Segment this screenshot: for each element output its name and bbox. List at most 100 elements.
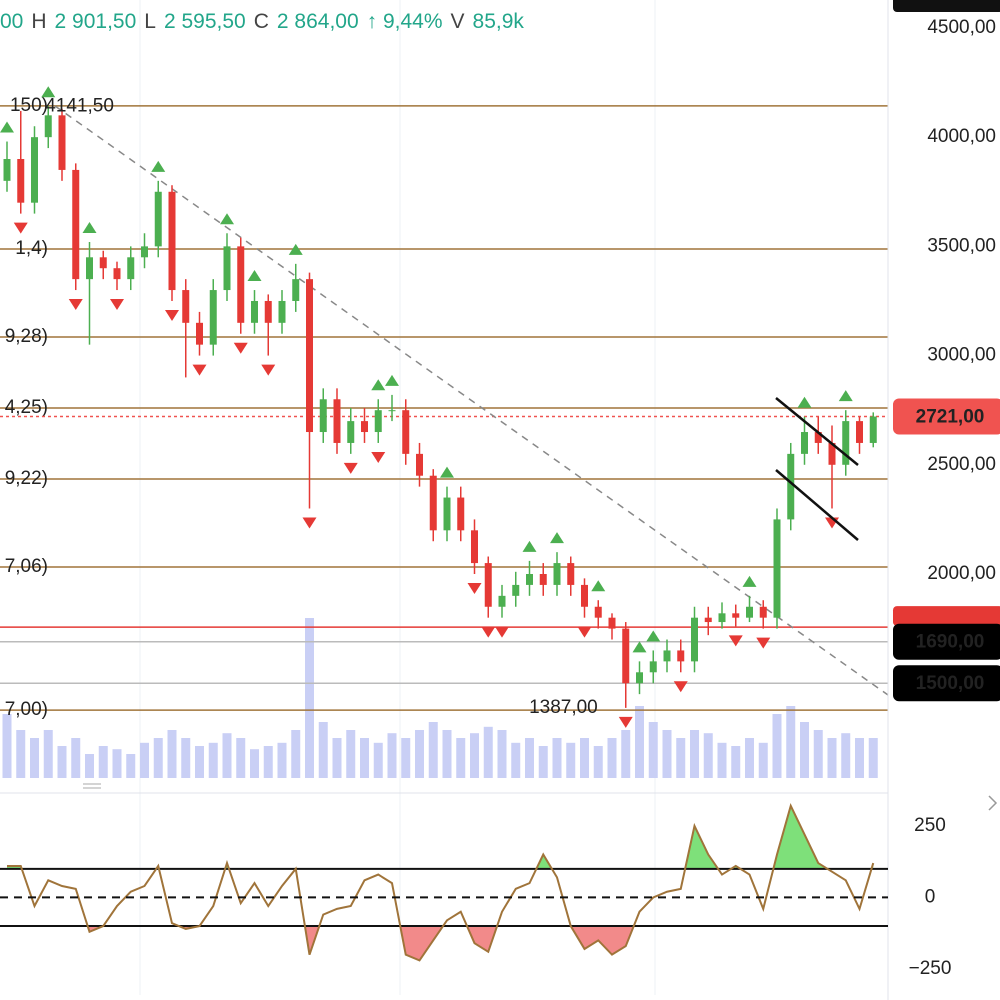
volume-bar [98, 746, 108, 778]
sell-signal [110, 299, 124, 311]
buy-signal [838, 390, 853, 402]
candle-body [388, 410, 396, 412]
volume-bar [552, 738, 562, 778]
volume-bar [525, 738, 534, 778]
candle-body [787, 453, 795, 520]
buy-signal [591, 580, 606, 592]
sell-signal [343, 462, 358, 474]
buy-signal [0, 121, 14, 133]
volume-bar [43, 730, 53, 778]
volume-bar [57, 746, 67, 778]
volume-bar [813, 730, 823, 778]
candle-body [594, 606, 602, 618]
candle-body [209, 290, 217, 345]
sell-signal [467, 582, 482, 594]
candle-body [842, 421, 850, 465]
candle-body [429, 475, 437, 531]
volume-bar [635, 706, 644, 778]
candle-body [402, 410, 410, 454]
overbought-area [7, 805, 874, 869]
volume-bar [607, 738, 617, 778]
level-label: 4,25) [5, 397, 48, 418]
y-tick-label: 3500,00 [927, 235, 996, 256]
sell-signal [192, 364, 207, 376]
osc-tick-label: 0 [925, 886, 936, 907]
candle-body [278, 300, 286, 323]
oscillator-line [7, 803, 875, 962]
candle-body [457, 497, 465, 531]
candle-body [347, 421, 355, 443]
candle-body [237, 246, 245, 323]
candles-layer [0, 86, 877, 728]
volume-bar [318, 722, 328, 778]
volume-bar [621, 730, 631, 778]
candle-body [361, 421, 368, 433]
buy-signal [646, 630, 661, 642]
sell-signal [673, 681, 688, 693]
buy-signal [247, 270, 262, 282]
volume-bar [580, 738, 589, 778]
candle-body [512, 584, 520, 596]
buy-signal [220, 213, 234, 225]
volume-bar [208, 742, 218, 778]
volume-bar [263, 746, 273, 778]
legend-item: C [254, 10, 269, 33]
candle-body [306, 279, 313, 433]
volume-bar [786, 706, 796, 778]
volume-bar [71, 738, 81, 778]
volume-bar [387, 733, 397, 778]
candle-body [416, 453, 423, 476]
volume-bar [153, 738, 163, 778]
volume-bar [277, 742, 287, 778]
candle-body [154, 191, 162, 247]
volume-bar [291, 730, 301, 778]
candle-body [127, 257, 135, 280]
level-label: 150) [10, 95, 48, 116]
buy-signal [41, 86, 56, 98]
volume-bar [703, 733, 713, 778]
candle-body [86, 257, 93, 280]
buy-signal [522, 540, 537, 552]
ohlc-legend: 00 H 2 901,50 L 2 595,50 C 2 864,00 ↑ 9,44% V 85,… [0, 10, 524, 33]
volume-bar [346, 730, 356, 778]
legend-item: V [451, 10, 465, 33]
volume-bar [112, 749, 122, 778]
volume-bar [332, 738, 342, 778]
pane-handle-icon [83, 783, 101, 789]
y-tick-label: 2500,00 [927, 454, 996, 475]
volume-bar [758, 742, 768, 778]
candle-body [223, 246, 231, 291]
pane-handle[interactable] [80, 780, 104, 792]
candle-body [72, 169, 80, 280]
level-label: 7,00) [5, 699, 48, 720]
y-tick-label: 2000,00 [927, 563, 996, 584]
level-label: 7,06) [5, 556, 48, 577]
price-tag [893, 665, 1000, 702]
volume-bar [442, 730, 452, 778]
volume-bar [85, 754, 94, 778]
buy-signal [632, 641, 647, 653]
osc-tick-label: 250 [914, 815, 946, 836]
sell-signal [68, 299, 83, 311]
volume-bar [167, 730, 177, 778]
sell-signal [302, 517, 317, 529]
legend-item: 2 864,00 [277, 10, 359, 33]
candle-body [58, 115, 66, 170]
volume-bar [250, 749, 259, 778]
price-tag [893, 623, 1000, 660]
volume-bar [140, 742, 149, 778]
legend-item: H [31, 10, 46, 33]
legend-item: ↑ 9,44% [367, 10, 443, 33]
price-tag-cut [893, 0, 1000, 12]
candle-body [141, 246, 148, 258]
legend-item: 2 901,50 [55, 10, 137, 33]
scroll-arrow[interactable] [988, 795, 998, 811]
volume-bar [126, 754, 136, 778]
price-tag-label: 1690,00 [916, 632, 985, 653]
volume-bar [222, 733, 232, 778]
candle-body [539, 573, 547, 585]
candle-body [869, 416, 877, 443]
candle-body [828, 442, 836, 465]
candle-body [498, 595, 506, 607]
